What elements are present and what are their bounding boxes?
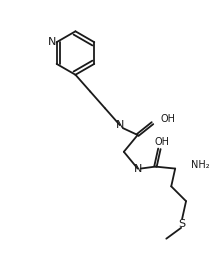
Text: S: S (178, 219, 186, 229)
Text: NH₂: NH₂ (191, 160, 210, 170)
Text: N: N (133, 164, 142, 174)
Text: N: N (116, 120, 124, 130)
Text: N: N (48, 37, 56, 47)
Text: OH: OH (160, 114, 175, 124)
Text: OH: OH (155, 137, 170, 147)
